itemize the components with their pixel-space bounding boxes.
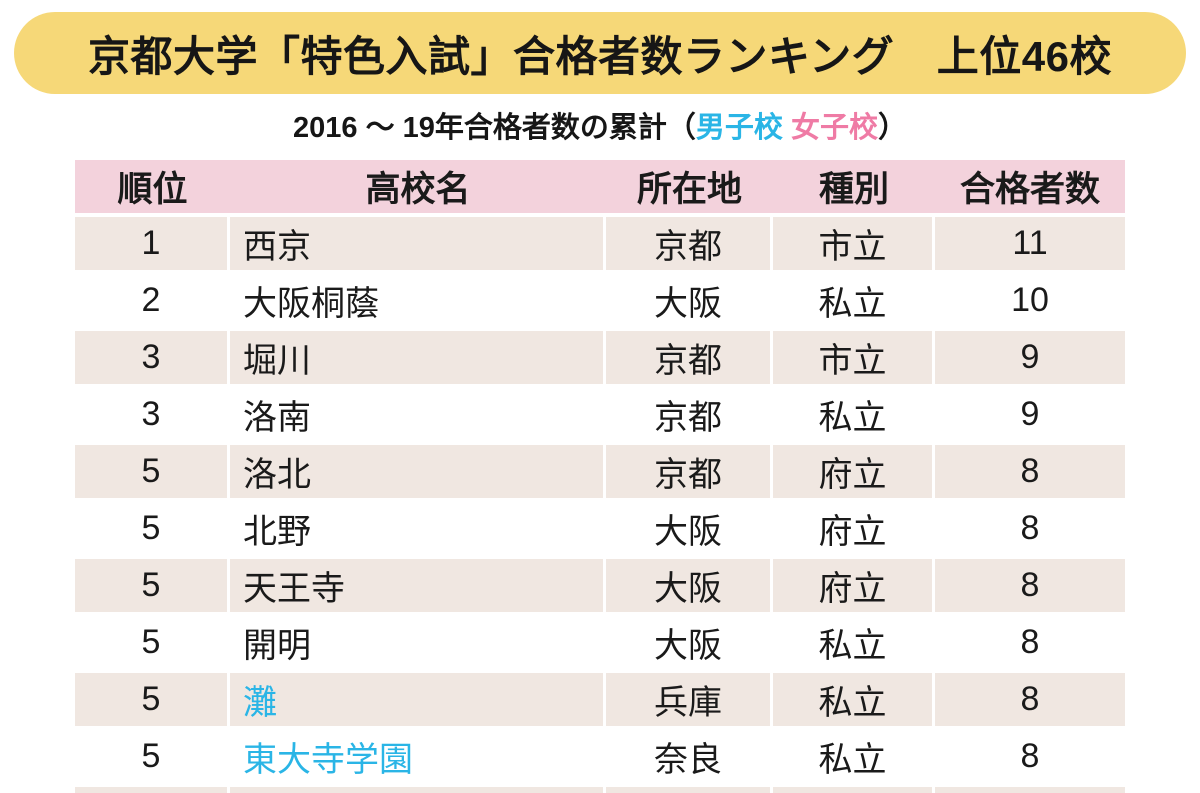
location-cell: 京都 — [606, 445, 773, 502]
rank-cell: 5 — [75, 673, 230, 730]
school-name-cell: 北野 — [230, 502, 606, 559]
partial-cell — [773, 787, 935, 793]
school-type-cell: 私立 — [773, 616, 935, 673]
table-row: 5 灘兵庫 私立 8 — [75, 673, 1125, 730]
pass-count-cell: 8 — [935, 730, 1125, 787]
rank-cell: 5 — [75, 559, 230, 616]
partial-cell — [935, 787, 1125, 793]
rank-cell: 1 — [75, 217, 230, 274]
school-name-cell: 開明 — [230, 616, 606, 673]
rank-cell: 5 — [75, 730, 230, 787]
school-type-cell: 府立 — [773, 559, 935, 616]
column-header-4: 合格者数 — [935, 160, 1125, 217]
location-cell: 奈良 — [606, 730, 773, 787]
school-name-cell: 堀川 — [230, 331, 606, 388]
table-row: 5 東大寺学園 奈良 私立 8 — [75, 730, 1125, 787]
school-name-cell: 大阪桐蔭 — [230, 274, 606, 331]
column-header-2: 所在地 — [606, 160, 773, 217]
school-type-cell: 府立 — [773, 502, 935, 559]
legend-boys-label: 男子校 — [695, 112, 783, 144]
legend-girls-label: 女子校 — [790, 112, 878, 144]
pass-count-cell: 9 — [935, 388, 1125, 445]
school-name-cell: 洛南 — [230, 388, 606, 445]
column-header-1: 高校名 — [230, 160, 606, 217]
school-name-cell: 西京 — [230, 217, 606, 274]
page-title: 京都大学「特色入試」合格者数ランキング 上位46校 — [88, 32, 1112, 80]
legend-separator — [783, 112, 791, 144]
pass-count-cell: 8 — [935, 502, 1125, 559]
table-row-partial — [75, 787, 1125, 793]
rank-cell: 3 — [75, 331, 230, 388]
location-cell: 京都 — [606, 217, 773, 274]
school-name-cell: 東大寺学園 — [230, 730, 606, 787]
pass-count-cell: 11 — [935, 217, 1125, 274]
location-cell: 大阪 — [606, 559, 773, 616]
school-name-cell: 洛北 — [230, 445, 606, 502]
table-header-row: 順位 高校名 所在地 種別 合格者数 — [75, 160, 1125, 217]
table-body: 1 西京 京都 市立 11 2 大阪桐蔭 大阪 私立 10 3 堀川 京都 市立 9 3 洛南 京都 私立 9 5 洛北京… — [75, 217, 1125, 793]
partial-cell — [230, 787, 606, 793]
column-header-3: 種別 — [773, 160, 935, 217]
pass-count-cell: 8 — [935, 616, 1125, 673]
table-row: 5 北野 大阪 府立 8 — [75, 502, 1125, 559]
rank-cell: 2 — [75, 274, 230, 331]
table-row: 2 大阪桐蔭 大阪 私立 10 — [75, 274, 1125, 331]
subtitle: 2016 ～ 19年合格者数の累計（男子校 女子校） — [0, 104, 1200, 146]
column-header-0: 順位 — [75, 160, 230, 217]
table-row: 5 天王寺 大阪 府立 8 — [75, 559, 1125, 616]
location-cell: 大阪 — [606, 274, 773, 331]
school-type-cell: 市立 — [773, 217, 935, 274]
school-type-cell: 市立 — [773, 331, 935, 388]
rank-cell: 3 — [75, 388, 230, 445]
pass-count-cell: 8 — [935, 445, 1125, 502]
school-type-cell: 府立 — [773, 445, 935, 502]
table-row: 1 西京 京都 市立 11 — [75, 217, 1125, 274]
school-type-cell: 私立 — [773, 388, 935, 445]
title-banner: 京都大学「特色入試」合格者数ランキング 上位46校 — [14, 12, 1186, 94]
table-row: 3 洛南 京都 私立 9 — [75, 388, 1125, 445]
rank-cell: 5 — [75, 616, 230, 673]
school-name-cell: 灘 — [230, 673, 606, 730]
location-cell: 京都 — [606, 388, 773, 445]
school-type-cell: 私立 — [773, 673, 935, 730]
school-type-cell: 私立 — [773, 730, 935, 787]
pass-count-cell: 9 — [935, 331, 1125, 388]
rank-cell: 5 — [75, 502, 230, 559]
pass-count-cell: 8 — [935, 673, 1125, 730]
table-row: 5 開明 大阪 私立 8 — [75, 616, 1125, 673]
subtitle-closing-paren: ） — [877, 112, 907, 144]
rank-cell: 5 — [75, 445, 230, 502]
school-type-cell: 私立 — [773, 274, 935, 331]
pass-count-cell: 10 — [935, 274, 1125, 331]
partial-cell — [606, 787, 773, 793]
school-name-cell: 天王寺 — [230, 559, 606, 616]
table-row: 5 洛北 京都 府立 8 — [75, 445, 1125, 502]
location-cell: 京都 — [606, 331, 773, 388]
partial-cell — [75, 787, 230, 793]
pass-count-cell: 8 — [935, 559, 1125, 616]
ranking-table: 順位 高校名 所在地 種別 合格者数 1 西京 京都 市立 11 2 大阪桐蔭 大阪 私立 10 3 堀川 京都… — [75, 160, 1125, 793]
location-cell: 兵庫 — [606, 673, 773, 730]
location-cell: 大阪 — [606, 616, 773, 673]
location-cell: 大阪 — [606, 502, 773, 559]
table-row: 3 堀川 京都 市立 9 — [75, 331, 1125, 388]
subtitle-text: 2016 ～ 19年合格者数の累計（ — [293, 112, 696, 144]
